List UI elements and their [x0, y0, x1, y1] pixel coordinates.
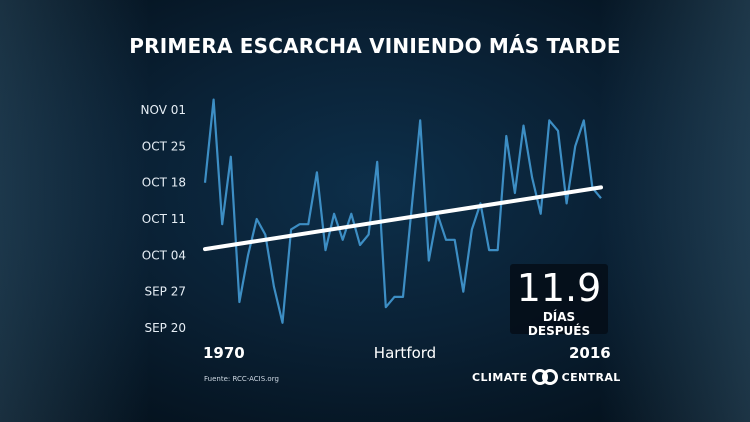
- y-tick-label: OCT 11: [142, 212, 186, 226]
- y-tick-label: SEP 20: [144, 321, 186, 335]
- source-note: Fuente: RCC-ACIS.org: [204, 375, 279, 383]
- chart-title: PRIMERA ESCARCHA VINIENDO MÁS TARDE: [129, 34, 621, 58]
- x-axis-label-start: 1970: [203, 344, 245, 362]
- x-axis-label-end: 2016: [569, 344, 611, 362]
- days-later-label: DÍAS DESPUÉS: [527, 310, 591, 338]
- y-tick-label: OCT 18: [142, 176, 186, 190]
- interlocked-circles-icon: [531, 369, 558, 385]
- brand-word-right: CENTRAL: [561, 370, 621, 384]
- station-name: Hartford: [373, 344, 437, 362]
- y-tick-label: OCT 25: [142, 139, 186, 153]
- y-tick-label: OCT 04: [142, 248, 186, 262]
- y-tick-label: SEP 27: [144, 285, 186, 299]
- climate-central-logo: CLIMATE CENTRAL: [472, 369, 621, 385]
- days-later-callout: 11.9 DÍAS DESPUÉS: [510, 264, 608, 338]
- days-later-value: 11.9: [516, 266, 602, 310]
- y-tick-label: NOV 01: [140, 103, 186, 117]
- first-frost-date-line: [203, 98, 602, 324]
- trend-line: [203, 185, 603, 252]
- brand-word-left: CLIMATE: [472, 370, 528, 384]
